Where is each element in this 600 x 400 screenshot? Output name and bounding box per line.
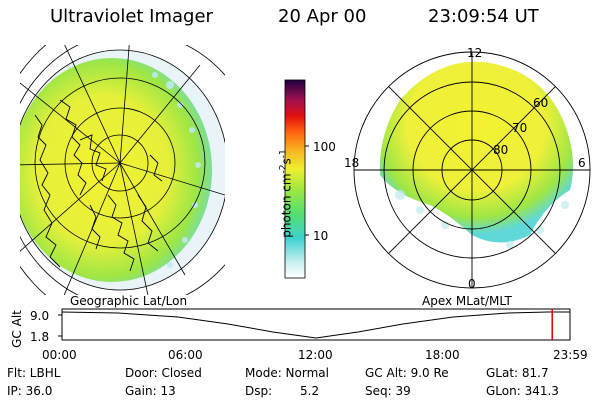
mlt-label-0: 0	[468, 277, 476, 291]
altitude-plot	[58, 308, 571, 341]
altitude-ytick-high: 9.0	[30, 309, 50, 323]
altitude-xtick-1200: 12:00	[298, 348, 333, 362]
altitude-xtick-2359: 23:59	[553, 348, 588, 362]
glat-status: GLat: 81.7	[486, 366, 549, 380]
geographic-caption: Geographic Lat/Lon	[70, 294, 188, 308]
door-status: Door: Closed	[125, 366, 202, 380]
colorbar-tick-100: 100	[313, 140, 336, 154]
geo-aurora-fill	[20, 58, 212, 282]
mode-status: Mode: Normal	[245, 366, 329, 380]
altitude-xtick-1800: 18:00	[425, 348, 460, 362]
altitude-xtick-0600: 06:00	[168, 348, 203, 362]
gain-status: Gain: 13	[125, 384, 176, 398]
polar-plot	[353, 51, 591, 289]
altitude-curve	[61, 311, 570, 339]
apex-caption: Apex MLat/MLT	[422, 294, 512, 308]
mlat-label-70: 70	[512, 121, 528, 135]
gc-alt-status: GC Alt: 9.0 Re	[365, 366, 449, 380]
ip-status: IP: 36.0	[7, 384, 53, 398]
mlt-label-18: 18	[344, 156, 360, 170]
colorbar-tick-10: 10	[313, 229, 329, 243]
colorbar	[284, 79, 309, 279]
mlt-label-12: 12	[467, 46, 483, 60]
altitude-xtick-0000: 00:00	[42, 348, 77, 362]
seq-status: Seq: 39	[365, 384, 411, 398]
altitude-ylabel: GC Alt	[10, 310, 24, 348]
filter-status: Flt: LBHL	[7, 366, 61, 380]
date-label: 20 Apr 00	[278, 6, 367, 27]
colorbar-gradient	[284, 79, 306, 279]
polar-aurora-fill	[379, 61, 574, 243]
mlat-label-60: 60	[533, 96, 549, 110]
glon-status: GLon: 341.3	[486, 384, 559, 398]
dsp-value: 5.2	[300, 384, 320, 398]
geographic-map	[20, 45, 225, 295]
instrument-title: Ultraviolet Imager	[50, 6, 213, 27]
colorbar-unit-label: photon cm-2s-1	[278, 149, 294, 238]
time-label: 23:09:54 UT	[428, 6, 539, 27]
altitude-ytick-low: 1.8	[30, 330, 50, 344]
mlat-label-80: 80	[493, 143, 509, 157]
mlt-label-6: 6	[578, 156, 586, 170]
dsp-label: Dsp:	[245, 384, 273, 398]
